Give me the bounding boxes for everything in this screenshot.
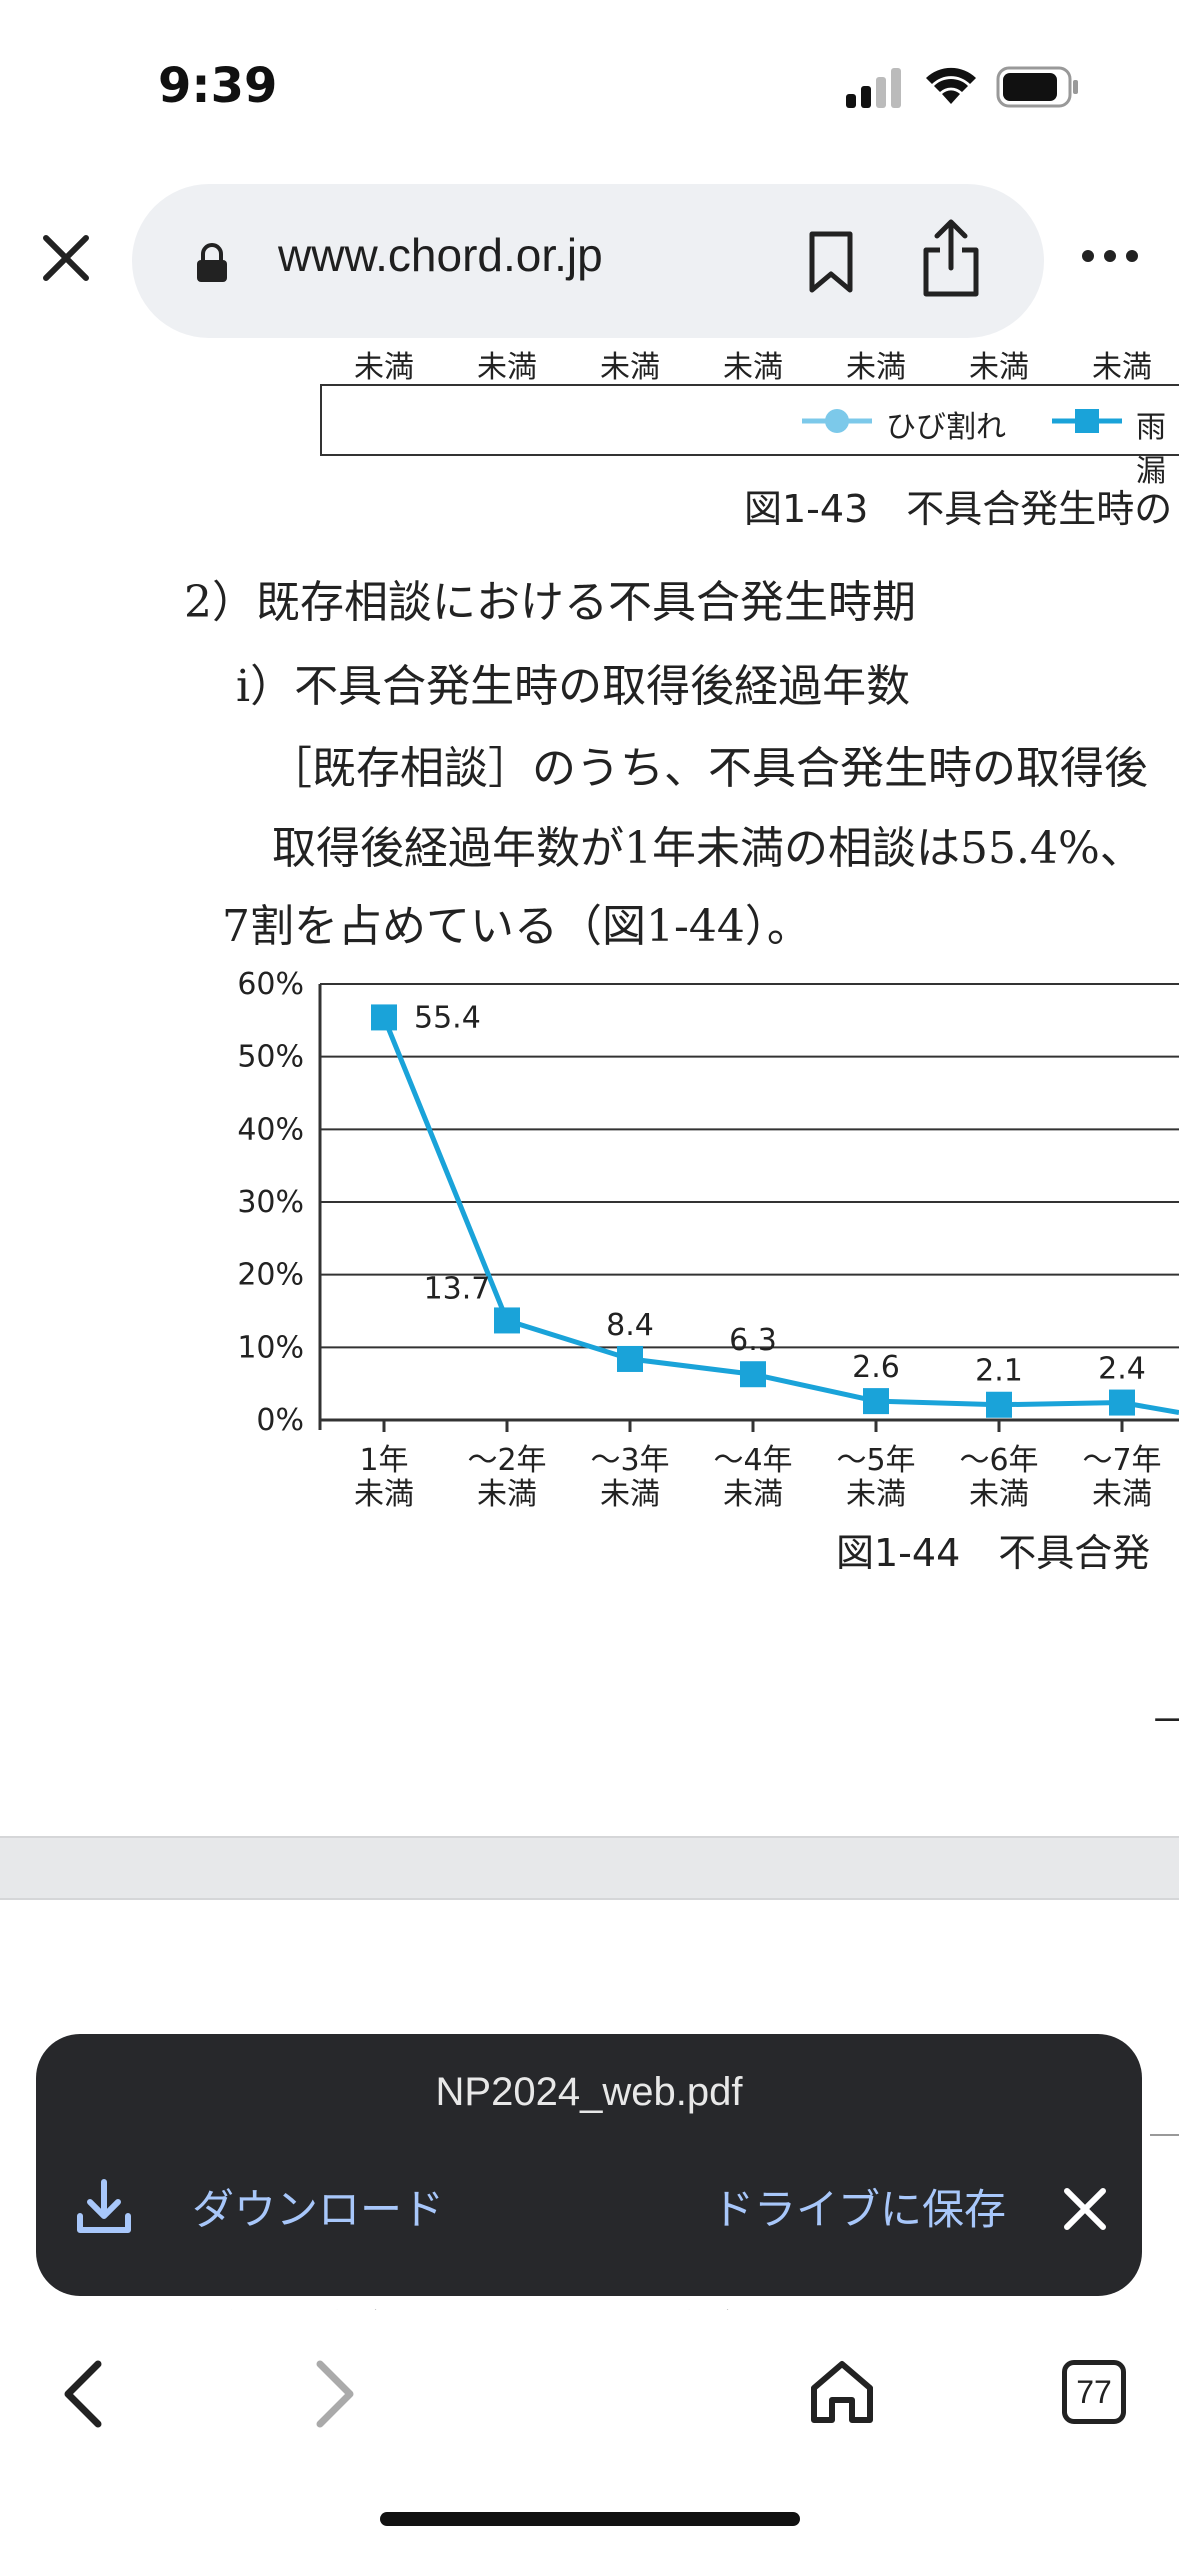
battery-icon — [996, 66, 1078, 108]
tick-label: 未満 — [723, 350, 783, 385]
x-tick-label: ～4年 — [713, 1443, 792, 1478]
share-icon[interactable] — [920, 218, 982, 298]
line-chart: 0%10%20%30%40%50%60%1年未満～2年未満～3年未満～4年未満～… — [237, 967, 1179, 1512]
url-text[interactable]: www.chord.or.jp — [278, 229, 603, 281]
more-horizontal-icon[interactable] — [1080, 246, 1140, 266]
y-tick-label: 60% — [237, 967, 304, 1002]
series-line — [381, 1016, 1179, 1416]
subsection-heading: ⅰ）不具合発生時の取得後経過年数 — [236, 661, 911, 712]
data-label: 55.4 — [414, 1000, 481, 1035]
back-icon[interactable] — [58, 2358, 108, 2430]
x-tick-label: ～7年 — [1082, 1443, 1161, 1478]
figure-caption-1-44: 図1-44 不具合発 — [836, 1531, 1151, 1575]
save-to-drive-button[interactable]: ドライブに保存 — [712, 2185, 1007, 2234]
home-icon[interactable] — [808, 2358, 876, 2426]
wifi-icon — [926, 67, 976, 104]
x-tick-label: ～3年 — [590, 1443, 669, 1478]
cellular-signal-icon — [846, 68, 901, 108]
paragraph-line: 取得後経過年数が1年未満の相談は55.4%、 — [272, 823, 1144, 874]
x-tick-label: 未満 — [1092, 1477, 1152, 1512]
x-tick-label: 未満 — [969, 1477, 1029, 1512]
x-tick-label: 未満 — [354, 1477, 414, 1512]
url-bar[interactable]: www.chord.or.jp — [132, 184, 1044, 338]
data-label: 13.7 — [424, 1271, 491, 1306]
y-tick-label: 30% — [237, 1185, 304, 1220]
paragraph-line: ［既存相談］のうち、不具合発生時の取得後 — [268, 743, 1148, 794]
y-tick-label: 20% — [237, 1258, 304, 1293]
legend-label-cracks: ひび割れ — [886, 410, 1006, 445]
download-snackbar: NP2024_web.pdf ダウンロード ドライブに保存 — [36, 2034, 1142, 2296]
page-separator — [0, 1836, 1179, 1900]
x-tick-label: 1年 — [359, 1443, 408, 1478]
x-tick-label: ～2年 — [467, 1443, 546, 1478]
x-tick-label: 未満 — [477, 1477, 537, 1512]
tick-label: 未満 — [477, 350, 537, 385]
paragraph-line: 7割を占めている（図1-44）。 — [222, 901, 811, 952]
y-tick-label: 10% — [237, 1330, 304, 1365]
y-tick-label: 40% — [237, 1112, 304, 1147]
data-point — [371, 1004, 397, 1031]
y-tick-label: 50% — [237, 1040, 304, 1075]
data-label: 6.3 — [729, 1323, 777, 1358]
x-tick-label: ～5年 — [836, 1443, 915, 1478]
x-tick-label: 未満 — [600, 1477, 660, 1512]
legend-marker-circle-icon — [802, 409, 872, 433]
tick-label: 未満 — [846, 350, 906, 385]
x-tick-label: 未満 — [723, 1477, 783, 1512]
tick-label: 未満 — [1092, 350, 1152, 385]
section-heading: 2）既存相談における不具合発生時期 — [184, 577, 916, 628]
tab-count: 77 — [1076, 2374, 1112, 2410]
data-label: 2.1 — [975, 1354, 1023, 1389]
figure-caption-1-43: 図1-43 不具合発生時の — [744, 487, 1173, 531]
home-indicator — [380, 2512, 800, 2526]
x-tick-label: 未満 — [846, 1477, 906, 1512]
lock-icon — [197, 243, 227, 282]
bookmark-icon[interactable] — [804, 230, 858, 294]
data-point — [1109, 1389, 1135, 1416]
divider — [1150, 2134, 1179, 2136]
y-tick-label: 0% — [256, 1403, 304, 1438]
data-label: 2.4 — [1098, 1352, 1146, 1387]
download-button[interactable]: ダウンロード — [192, 2185, 445, 2234]
data-point — [863, 1388, 889, 1415]
tick-label: 未満 — [969, 350, 1029, 385]
tick-label: 未満 — [600, 350, 660, 385]
tab-switcher-button[interactable]: 77 — [1062, 2360, 1126, 2424]
chart-legend — [320, 384, 1179, 456]
download-icon[interactable] — [74, 2176, 134, 2236]
legend-marker-square-icon — [1052, 409, 1122, 433]
data-label: 8.4 — [606, 1308, 654, 1343]
page-number-dash: － — [1150, 1690, 1179, 1745]
x-tick-label: ～6年 — [959, 1443, 1038, 1478]
status-time: 9:39 — [158, 58, 278, 114]
legend-label-leak: 雨漏 — [1136, 410, 1166, 489]
close-icon[interactable] — [1062, 2186, 1108, 2232]
tick-label: 未満 — [354, 350, 414, 385]
forward-icon[interactable] — [310, 2358, 360, 2430]
data-point — [740, 1361, 766, 1388]
data-point — [494, 1307, 520, 1334]
download-filename: NP2024_web.pdf — [435, 2070, 743, 2114]
data-point — [986, 1391, 1012, 1418]
close-icon[interactable] — [40, 232, 92, 284]
data-point — [617, 1345, 643, 1372]
data-label: 2.6 — [852, 1350, 900, 1385]
